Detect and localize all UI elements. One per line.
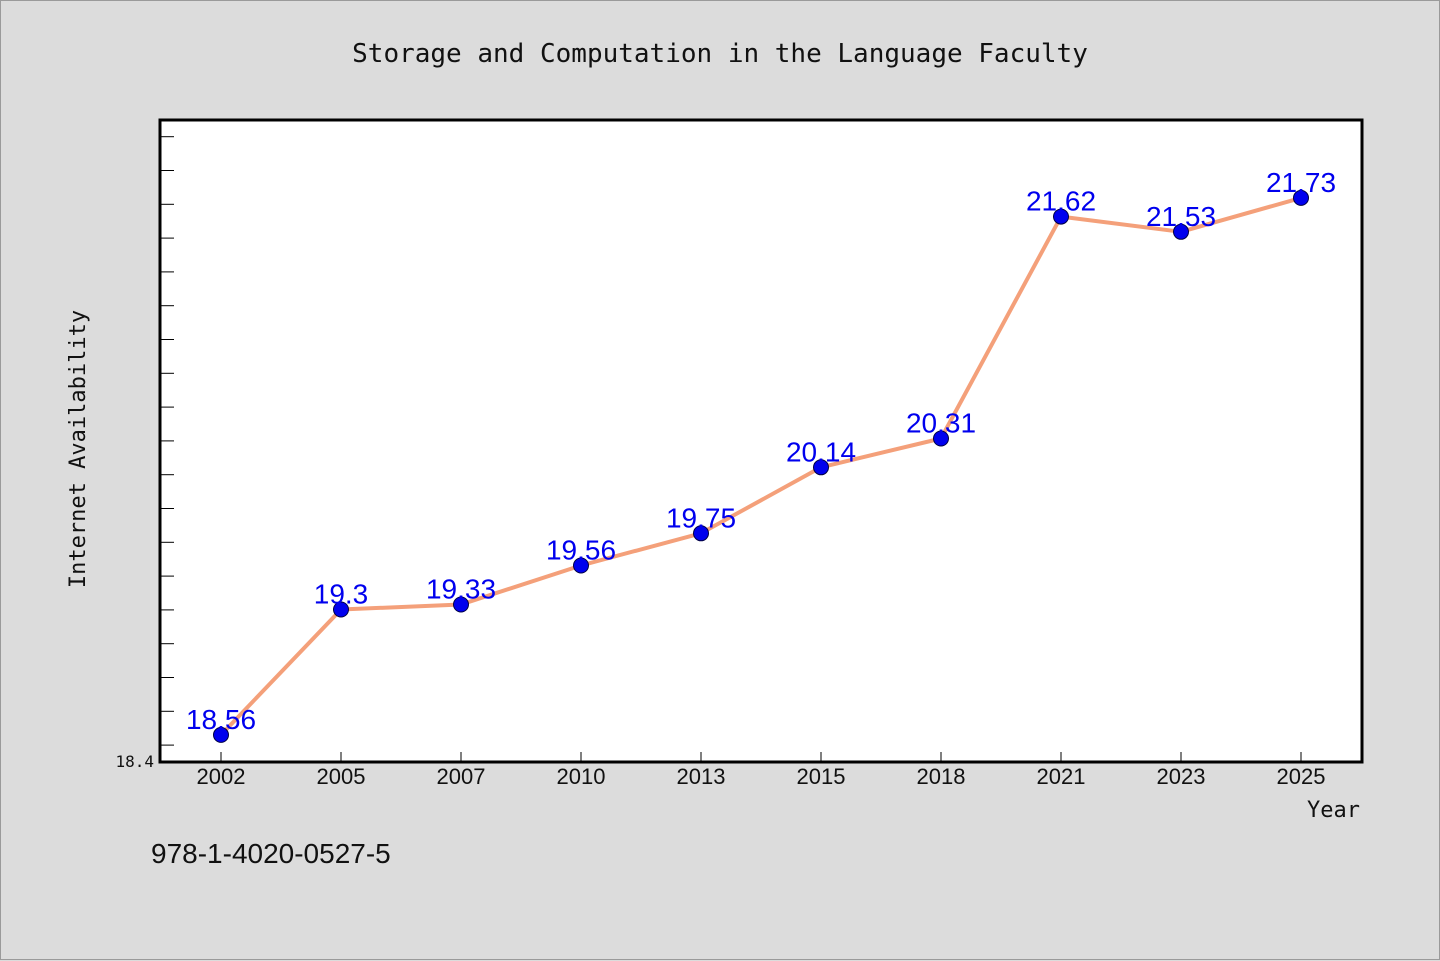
y-axis-minor-ticks <box>160 136 174 746</box>
x-tick-label: 2010 <box>557 764 606 789</box>
x-tick-label: 2005 <box>317 764 366 789</box>
series-group: 18.56 19.3 19.33 19.56 19.75 20.14 20.31 21.62 2… <box>186 167 1336 743</box>
x-tick-label: 2007 <box>437 764 486 789</box>
x-tick-label: 2015 <box>797 764 846 789</box>
data-point-label: 20.14 <box>786 436 856 467</box>
data-point-marker <box>1293 189 1309 206</box>
data-point-label: 21.62 <box>1026 186 1096 217</box>
x-tick-label: 2002 <box>197 764 246 789</box>
y-axis-min-label: 18.4 <box>115 752 154 771</box>
x-tick-label: 2023 <box>1157 764 1206 789</box>
data-point-label: 20.31 <box>906 408 976 439</box>
x-tick-label: 2025 <box>1277 764 1326 789</box>
series-line <box>219 195 1302 737</box>
x-axis-label: Year <box>1307 798 1360 823</box>
chart-title: Storage and Computation in the Language … <box>352 39 1088 69</box>
data-point-label: 19.33 <box>426 574 496 605</box>
x-tick-label: 2021 <box>1037 764 1086 789</box>
data-point-marker <box>813 459 829 476</box>
data-point-label: 19.75 <box>666 502 736 533</box>
data-point-label: 19.56 <box>546 535 616 566</box>
x-axis-ticks: 2002 2005 2007 2010 2013 2015 2018 2021 2023 2025 <box>197 752 1326 789</box>
x-tick-label: 2013 <box>677 764 726 789</box>
data-point-marker <box>573 557 589 574</box>
data-point-marker <box>453 596 469 613</box>
data-point-marker <box>1053 208 1069 225</box>
data-point-marker <box>933 430 949 447</box>
isbn-footer-text: 978-1-4020-0527-5 <box>151 838 391 869</box>
data-point-marker <box>693 525 709 542</box>
data-point-marker <box>213 726 229 743</box>
plot-area <box>158 118 1364 764</box>
y-axis-label: Internet Availability <box>66 310 91 588</box>
data-point-label: 21.73 <box>1266 167 1336 198</box>
data-point-label: 19.3 <box>314 579 369 610</box>
data-point-label: 18.56 <box>186 704 256 735</box>
x-tick-label: 2018 <box>917 764 966 789</box>
data-point-label: 21.53 <box>1146 201 1216 232</box>
data-point-marker <box>333 601 349 618</box>
data-point-marker <box>1173 223 1189 240</box>
